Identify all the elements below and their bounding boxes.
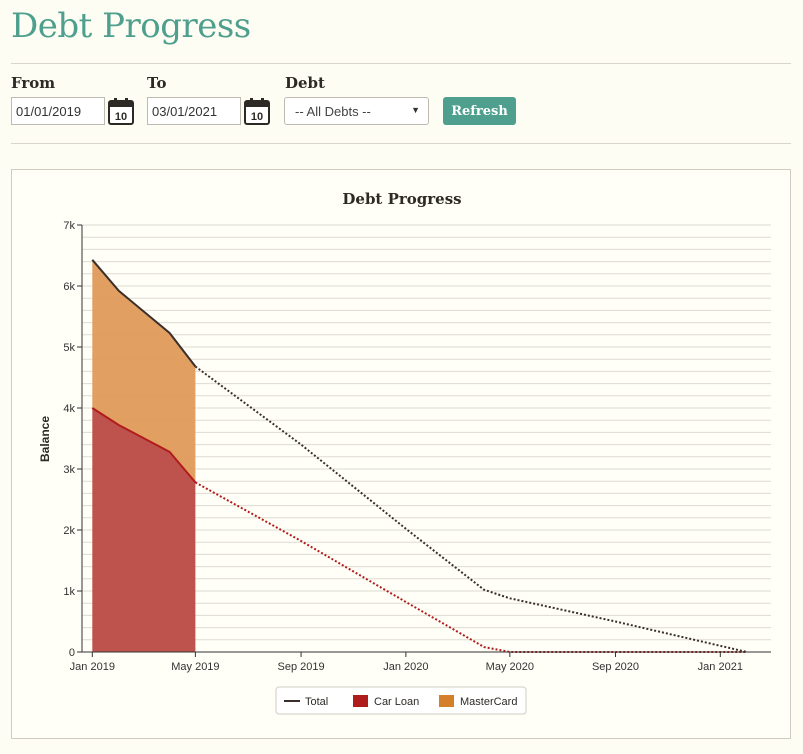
legend-label-car-loan: Car Loan — [374, 696, 419, 708]
legend[interactable]: Total Car Loan MasterCard — [275, 686, 527, 715]
y-axis-label: Balance — [38, 416, 52, 462]
legend-label-total: Total — [305, 696, 328, 708]
x-tick-label: Sep 2020 — [592, 661, 639, 673]
area-mastercard — [92, 259, 196, 483]
legend-label-mastercard: MasterCard — [460, 696, 517, 708]
legend-swatch-mastercard — [439, 695, 454, 707]
x-tick-label: Jan 2021 — [698, 661, 743, 673]
area-car-loan — [92, 408, 196, 652]
legend-swatch-car-loan — [353, 695, 368, 707]
y-tick-label: 3k — [63, 464, 75, 476]
x-tick-label: Jan 2019 — [70, 661, 115, 673]
calendar-icon[interactable]: 10 — [108, 97, 134, 125]
chart-title: Debt Progress — [342, 190, 461, 208]
areas — [92, 259, 196, 652]
x-tick-label: May 2020 — [486, 661, 534, 673]
to-label: To — [147, 74, 167, 92]
grid — [82, 224, 771, 653]
refresh-button[interactable]: Refresh — [443, 97, 516, 125]
lines — [91, 259, 748, 653]
y-tick-label: 7k — [63, 220, 75, 232]
y-tick-label: 5k — [63, 342, 75, 354]
y-tick-label: 2k — [63, 525, 75, 537]
chart-panel: Debt Progress 0 1k 2k 3k 4k 5k 6k 7k Jan 2019 May… — [11, 169, 791, 739]
page-title: Debt Progress — [11, 6, 251, 46]
calendar-day-text: 10 — [251, 111, 263, 123]
debt-label: Debt — [285, 74, 325, 92]
from-label: From — [11, 74, 56, 92]
projected-line-car-loan — [194, 481, 747, 653]
projected-line-total — [194, 365, 748, 653]
divider — [11, 63, 791, 64]
y-tick-label: 0 — [69, 647, 75, 659]
axes: 0 1k 2k 3k 4k 5k 6k 7k Jan 2019 May 2019 Sep 2019 J… — [63, 220, 771, 673]
y-tick-label: 4k — [63, 403, 75, 415]
calendar-icon[interactable]: 10 — [244, 97, 270, 125]
legend-box — [275, 686, 527, 715]
debt-select-value: -- All Debts -- — [295, 104, 371, 119]
divider — [11, 143, 791, 144]
debt-select[interactable]: -- All Debts -- ▼ — [284, 97, 429, 125]
y-tick-label: 1k — [63, 586, 75, 598]
line-car-loan — [91, 407, 197, 484]
x-tick-label: Sep 2019 — [278, 661, 325, 673]
debt-progress-chart: Debt Progress 0 1k 2k 3k 4k 5k 6k 7k Jan 2019 May… — [38, 190, 771, 715]
line-total — [91, 259, 197, 368]
to-date-input[interactable] — [147, 97, 241, 125]
x-tick-label: May 2019 — [171, 661, 219, 673]
x-tick-label: Jan 2020 — [383, 661, 428, 673]
chevron-down-icon: ▼ — [411, 105, 420, 115]
y-tick-label: 6k — [63, 281, 75, 293]
from-date-input[interactable] — [11, 97, 105, 125]
calendar-day-text: 10 — [115, 111, 127, 123]
